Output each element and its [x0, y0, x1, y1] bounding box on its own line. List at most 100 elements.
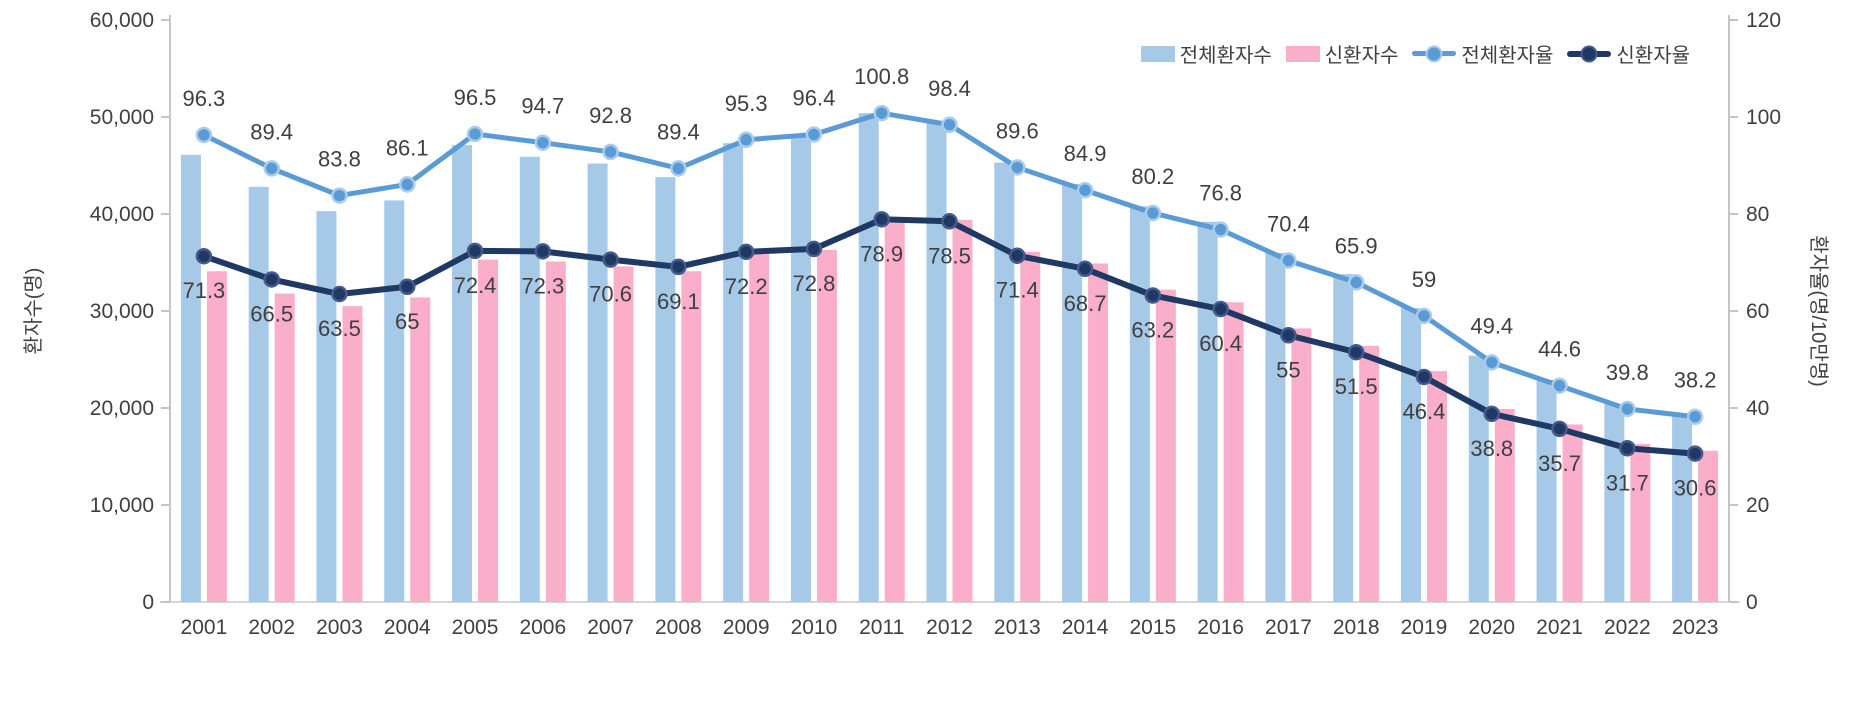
line-point-0-2008 — [670, 160, 687, 177]
line-point-1-2017 — [1280, 327, 1297, 344]
data-label-0-2011: 100.8 — [854, 64, 909, 89]
line-point-1-2002 — [263, 271, 280, 288]
line-point-1-2005 — [466, 242, 484, 260]
data-label-0-2010: 96.4 — [793, 85, 836, 110]
x-tick-label: 2016 — [1197, 616, 1244, 639]
line-point-0-2016 — [1212, 221, 1229, 238]
data-label-1-2001: 71.3 — [182, 278, 225, 303]
x-tick-label: 2019 — [1401, 616, 1448, 639]
line-point-1-2012 — [941, 213, 958, 230]
x-tick-label: 2014 — [1062, 616, 1109, 639]
x-tick-label: 2022 — [1604, 616, 1651, 639]
bar-1-2013 — [1020, 251, 1041, 602]
bar-0-2021 — [1536, 379, 1557, 602]
line-point-1-2023 — [1686, 445, 1704, 462]
legend-label-new-count: 신환자수 — [1324, 45, 1399, 67]
line-point-0-2011 — [873, 104, 890, 122]
data-label-1-2002: 66.5 — [250, 301, 293, 326]
line-point-1-2016 — [1212, 300, 1229, 318]
left-axis-title: 환자수(명) — [22, 268, 45, 355]
bar-0-2012 — [926, 121, 947, 602]
legend-dot-new-rate — [1582, 47, 1596, 60]
x-tick-label: 2018 — [1333, 616, 1380, 639]
bar-1-2009 — [749, 253, 770, 602]
line-point-0-2013 — [1009, 159, 1026, 176]
line-point-1-2015 — [1144, 287, 1162, 304]
legend: 전체환자수 신환자수 전체환자율 신환자율 — [1140, 39, 1690, 68]
legend-swatch-total-count-bar — [1140, 45, 1175, 62]
legend-label-new-rate: 신환자율 — [1616, 45, 1690, 67]
line-point-1-2010 — [805, 240, 823, 258]
line-point-1-2006 — [534, 243, 552, 260]
legend-dot-total-rate — [1427, 47, 1441, 60]
bar-0-2010 — [790, 135, 811, 602]
data-label-1-2013: 71.4 — [996, 278, 1039, 303]
bar-1-2006 — [545, 261, 566, 602]
x-tick-label: 2021 — [1536, 616, 1583, 639]
line-point-1-2018 — [1347, 343, 1365, 361]
data-label-0-2021: 44.6 — [1538, 337, 1581, 362]
data-label-0-2008: 89.4 — [657, 119, 700, 144]
line-point-1-2014 — [1076, 260, 1094, 278]
line-point-0-2004 — [398, 176, 416, 193]
x-tick-label: 2023 — [1672, 616, 1719, 639]
bar-1-2021 — [1562, 424, 1583, 602]
x-tick-label: 2012 — [926, 616, 973, 639]
legend-item-new-count: 신환자수 — [1285, 39, 1399, 68]
data-label-1-2009: 72.2 — [725, 274, 768, 299]
bar-0-2003 — [316, 211, 337, 602]
data-label-0-2007: 92.8 — [589, 103, 632, 128]
data-label-1-2011: 78.9 — [860, 241, 903, 266]
right-tick-label: 20 — [1746, 494, 1769, 517]
data-label-1-2014: 68.7 — [1064, 291, 1107, 316]
bar-1-2008 — [681, 271, 702, 602]
line-point-1-2007 — [602, 251, 619, 268]
line-point-1-2009 — [737, 243, 755, 261]
x-tick-label: 2017 — [1265, 616, 1312, 639]
data-label-0-2023: 38.2 — [1674, 368, 1717, 393]
bar-series-0 — [180, 113, 1693, 603]
left-tick-label: 20,000 — [90, 397, 154, 420]
right-axis-title: 환자율(명/10만명) — [1807, 235, 1830, 387]
data-label-0-2001: 96.3 — [182, 86, 225, 111]
legend-label-total-rate: 전체환자율 — [1461, 45, 1554, 67]
data-label-1-2019: 46.4 — [1403, 399, 1446, 424]
data-label-1-2022: 31.7 — [1606, 470, 1649, 495]
legend-item-total-count: 전체환자수 — [1140, 39, 1272, 68]
left-tick-label: 50,000 — [90, 106, 154, 129]
x-tick-label: 2007 — [587, 616, 634, 639]
bar-0-2008 — [655, 177, 676, 602]
data-label-1-2007: 70.6 — [589, 282, 632, 307]
bar-1-2012 — [952, 219, 973, 602]
bar-1-2016 — [1223, 302, 1244, 602]
data-label-1-2008: 69.1 — [657, 289, 700, 314]
line-point-0-2006 — [534, 134, 552, 151]
x-tick-label: 2004 — [384, 616, 431, 639]
x-tick-label: 2002 — [248, 616, 295, 639]
line-point-0-2010 — [805, 126, 823, 143]
bar-1-2010 — [816, 249, 837, 602]
line-point-1-2003 — [331, 285, 348, 303]
line-point-0-2019 — [1415, 307, 1433, 325]
legend-label-total-count: 전체환자수 — [1179, 45, 1272, 67]
line-point-1-2008 — [670, 258, 687, 276]
data-label-1-2017: 55 — [1276, 357, 1300, 382]
bar-1-2002 — [274, 293, 295, 602]
data-label-0-2015: 80.2 — [1131, 164, 1174, 189]
line-point-1-2021 — [1551, 420, 1568, 438]
left-tick-label: 10,000 — [90, 494, 154, 517]
left-tick-label: 0 — [142, 591, 154, 614]
right-tick-label: 80 — [1746, 203, 1769, 226]
line-point-1-2019 — [1415, 368, 1433, 386]
bar-1-2020 — [1494, 408, 1515, 602]
data-label-0-2017: 70.4 — [1267, 212, 1310, 237]
line-point-0-2022 — [1619, 400, 1636, 418]
data-label-1-2012: 78.5 — [928, 243, 971, 268]
data-label-1-2004: 65 — [395, 309, 419, 334]
left-tick-label: 40,000 — [90, 203, 154, 226]
x-tick-label: 2013 — [994, 616, 1041, 639]
bar-0-2004 — [384, 200, 405, 603]
x-tick-label: 2003 — [316, 616, 363, 639]
line-point-0-2012 — [941, 116, 958, 134]
line-point-0-2014 — [1076, 181, 1094, 199]
